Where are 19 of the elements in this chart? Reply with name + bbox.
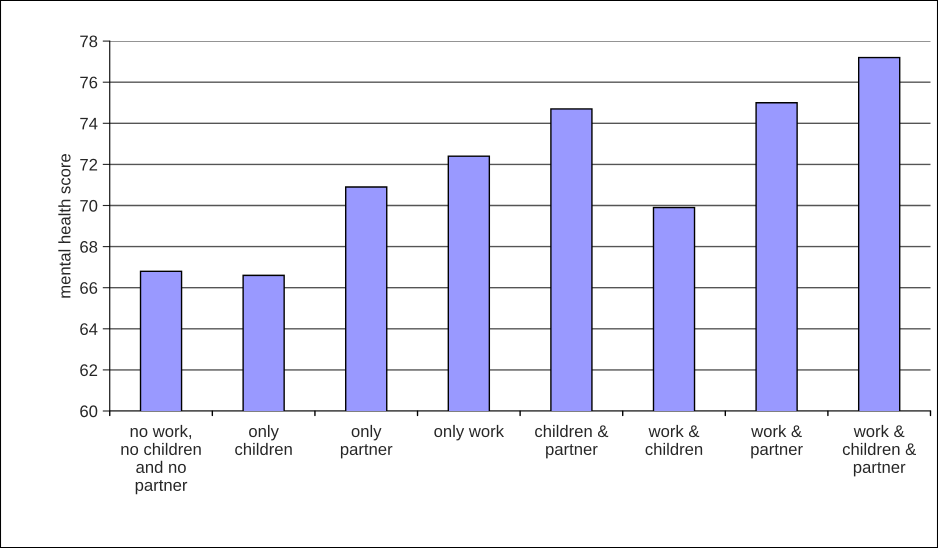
y-tick-label: 70 [80, 200, 98, 212]
x-tick-label: only partner [340, 424, 392, 458]
x-tick-label: no work, no children and no partner [121, 424, 201, 494]
x-tick-label: only children [235, 424, 292, 456]
y-tick-label: 76 [80, 76, 98, 88]
y-tick-label: 60 [80, 405, 98, 418]
y-tick-label: 74 [80, 118, 98, 130]
x-tick-label: work & children [646, 424, 702, 456]
y-tick-label: 62 [80, 364, 98, 376]
y-tick-label: 78 [80, 36, 98, 48]
x-tick-label: work & partner [751, 424, 803, 458]
x-tick-label: only work [434, 424, 504, 440]
y-tick-label: 64 [80, 323, 98, 336]
y-tick-label: 66 [80, 282, 98, 294]
y-tick-label: 68 [80, 241, 98, 253]
x-tick-label: children & partner [535, 424, 608, 458]
y-tick-label: 72 [80, 158, 98, 170]
y-axis-title: mental health score [58, 154, 71, 298]
x-tick-label: work & children & partner [842, 424, 916, 476]
